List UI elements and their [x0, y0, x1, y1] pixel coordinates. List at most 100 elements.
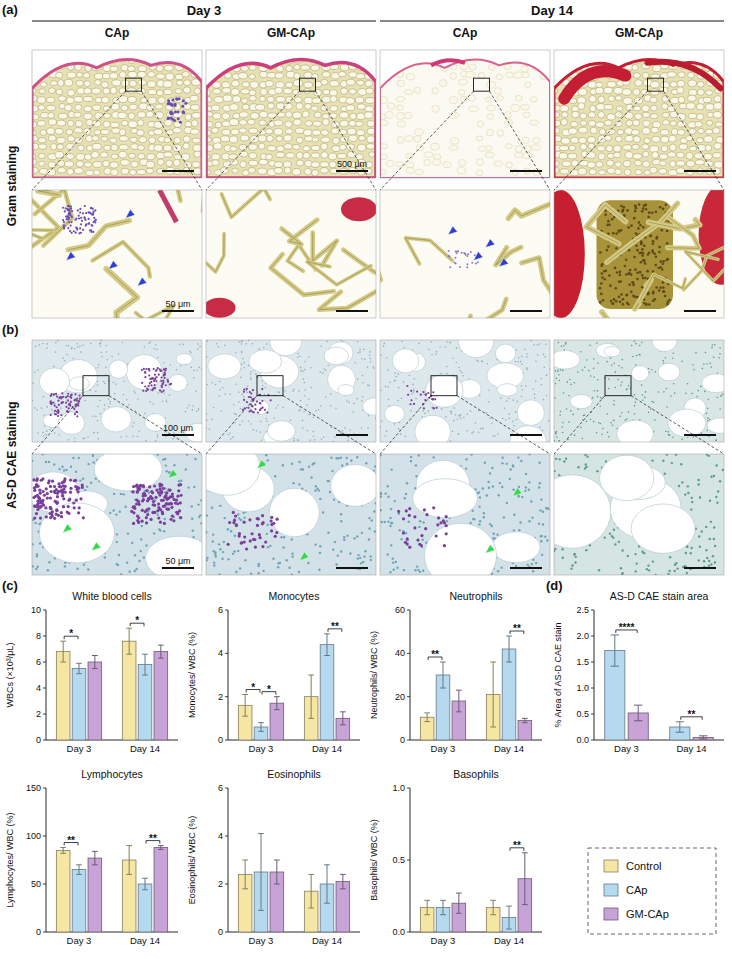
trabecula [32, 50, 36, 54]
cell [247, 385, 249, 387]
cell [161, 484, 163, 486]
stain [92, 208, 94, 210]
trabecula [206, 72, 211, 79]
cell [240, 377, 242, 379]
cell [353, 440, 355, 442]
trabecula [158, 159, 164, 165]
stain [68, 403, 70, 405]
stain [60, 515, 63, 518]
stain [130, 510, 133, 513]
stain [156, 369, 158, 371]
trabecula [174, 121, 182, 127]
cell [108, 406, 110, 408]
trabecula [84, 162, 92, 167]
trabecula [190, 95, 199, 101]
cell [100, 342, 102, 344]
row-label: Gram staining [5, 146, 19, 227]
stain [131, 490, 134, 493]
cortex-edge [32, 60, 202, 178]
stain [69, 478, 72, 481]
trabecula [165, 50, 172, 55]
stain [150, 490, 153, 493]
trabecula [48, 135, 56, 141]
cell [97, 420, 99, 422]
trabecula [340, 120, 348, 127]
cell [90, 343, 92, 345]
trabecula [368, 66, 375, 72]
cell [32, 543, 34, 545]
cell [113, 382, 115, 384]
stain [66, 510, 69, 513]
stain [177, 111, 180, 114]
trabecula-edge [32, 230, 53, 239]
cell [90, 482, 92, 484]
trabecula [128, 66, 136, 72]
trabecula [266, 135, 273, 141]
cell [199, 367, 201, 369]
trabecula [194, 50, 202, 54]
stain [71, 221, 73, 223]
trabecula [106, 269, 137, 318]
stain [58, 404, 60, 406]
cell [259, 431, 261, 433]
cell [326, 341, 328, 343]
trabecula [104, 145, 111, 150]
stain [62, 497, 65, 500]
cell [84, 400, 86, 402]
cell [60, 407, 62, 409]
cell [109, 403, 111, 405]
cell [106, 345, 108, 347]
trabecula [185, 114, 192, 121]
stain [161, 376, 163, 378]
cell [320, 345, 322, 347]
trabecula [357, 144, 366, 151]
cell [278, 392, 280, 394]
stain [178, 97, 181, 100]
cell [116, 563, 118, 565]
cell [241, 350, 243, 352]
stain [152, 377, 154, 379]
trabecula [140, 98, 147, 103]
cell [235, 352, 237, 354]
stain [148, 385, 150, 387]
stain [151, 389, 153, 391]
stain [162, 381, 164, 383]
cell [250, 373, 252, 375]
stain [79, 208, 81, 210]
cell [180, 365, 182, 367]
stain [41, 477, 44, 480]
trabecula [57, 168, 65, 173]
trabecula [294, 65, 301, 70]
pore [101, 407, 131, 432]
stain [42, 490, 45, 493]
stain [84, 217, 86, 219]
cell [265, 418, 267, 420]
stain [163, 390, 165, 392]
trabecula [121, 65, 128, 71]
panel-label: (d) [546, 578, 563, 593]
cell [215, 384, 217, 386]
stain [64, 210, 66, 212]
cell [235, 383, 237, 385]
trabecula [292, 144, 300, 149]
cell [145, 440, 147, 442]
stain [160, 483, 163, 486]
stain [80, 217, 82, 219]
stain [132, 522, 135, 525]
cell [133, 422, 135, 424]
trabecula [367, 58, 374, 63]
stain [68, 407, 70, 409]
trabecula [165, 105, 173, 111]
stain [78, 215, 80, 217]
trabecula [176, 80, 183, 85]
cell [229, 432, 231, 434]
stain [77, 402, 79, 404]
trabecula [128, 71, 137, 77]
trabecula [166, 73, 174, 80]
cell [192, 530, 194, 532]
trabecula [223, 55, 230, 62]
trabecula [330, 105, 338, 111]
trabecula [311, 145, 320, 150]
stain [65, 396, 67, 398]
stain [56, 492, 59, 495]
